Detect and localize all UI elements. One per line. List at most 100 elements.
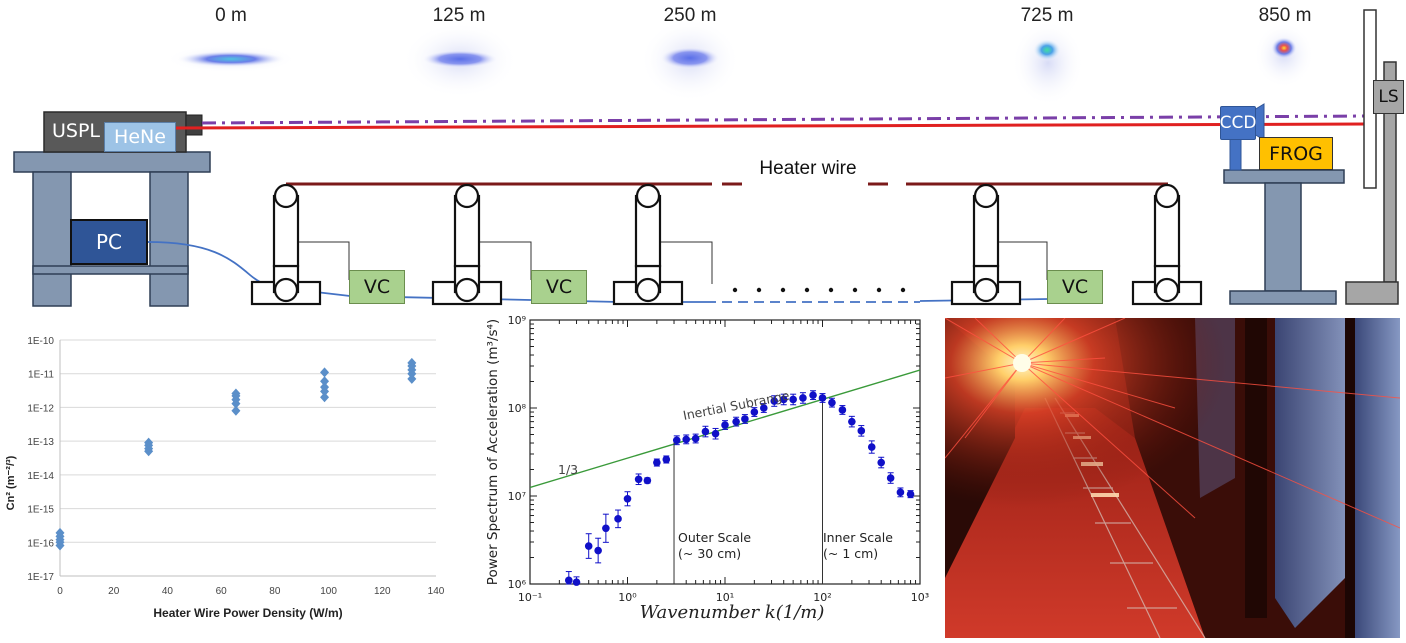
left-table-shelf: [32, 265, 189, 275]
right-table-leg: [1264, 182, 1302, 292]
tunnel-photo: [945, 318, 1400, 638]
hene-beam: [175, 122, 1367, 130]
vc-box-2: VC: [531, 270, 587, 304]
spectrum-data-point: [857, 427, 866, 435]
cn2-y-tick-label: 1E-11: [28, 370, 54, 381]
ccd-camera: CCD: [1220, 106, 1256, 140]
spectrum-data-point: [602, 524, 610, 533]
cn2-x-tick-label: 80: [269, 586, 281, 597]
lead-wire-2: [468, 241, 532, 280]
spectrum-x-tick-label: 10¹: [716, 591, 734, 604]
spectrum-y-tick-label: 10⁸: [508, 402, 527, 415]
spectrum-data-point: [759, 404, 768, 412]
spectrum-data-point: [789, 395, 797, 404]
support-post-3: [612, 183, 684, 306]
spectrum-annotation-outer: Outer Scale: [678, 530, 751, 545]
cn2-y-tick-label: 1E-13: [27, 437, 54, 448]
pc-box: PC: [70, 219, 148, 265]
cn2-y-tick-label: 1E-15: [27, 505, 54, 516]
spectrum-data-point: [886, 474, 895, 482]
cn2-y-tick-label: 1E-16: [27, 538, 54, 549]
lead-wire-1: [286, 241, 350, 280]
spectrum-data-point: [741, 415, 749, 423]
cn2-data-point: [231, 405, 241, 416]
cn2-data-point: [231, 388, 241, 399]
cn2-y-tick-label: 1E-14: [27, 471, 54, 482]
right-table-top: [1223, 169, 1345, 184]
tunnel-photo-svg: [945, 318, 1400, 638]
cn2-x-tick-label: 140: [428, 586, 445, 597]
left-table-top: [13, 151, 211, 173]
uspl-label: USPL: [51, 120, 100, 142]
distance-label-125: 125 m: [432, 5, 486, 26]
experiment-diagram: 0 m 125 m 250 m 725 m 850 m: [0, 0, 1406, 310]
spectrum-data-point: [672, 436, 681, 445]
lead-wire-3: [648, 241, 713, 284]
spectrum-data-point: [594, 546, 602, 555]
spectrum-data-point: [799, 394, 807, 402]
hene-laser: HeNe: [104, 122, 176, 152]
ls-base: [1345, 281, 1399, 305]
cn2-data-point: [320, 367, 330, 378]
ccd-post: [1229, 134, 1242, 171]
spectrum-y-axis-label: Power Spectrum of Acceleration (m³/s⁴): [485, 319, 501, 585]
vc-box-3: VC: [1047, 270, 1103, 304]
lead-wire-4: [986, 241, 1048, 280]
spectrum-data-point: [572, 578, 581, 586]
spectrum-data-point: [770, 397, 779, 405]
left-table-leg-left: [32, 171, 72, 307]
spectrum-annotation-inner-value: (~ 1 cm): [823, 546, 878, 561]
beam-profile-250m: [660, 47, 720, 69]
cn2-y-axis-label: Cn² (m⁻²/³): [5, 455, 17, 510]
spectrum-data-point: [653, 458, 661, 467]
support-post-2: [431, 183, 503, 306]
support-post-5: [1131, 183, 1203, 306]
spectrum-data-point: [818, 394, 827, 402]
spectrum-x-tick-label: 10⁻¹: [518, 591, 542, 604]
beam-profile-850m: [1271, 37, 1297, 59]
spectrum-data-point: [682, 435, 691, 444]
cn2-x-tick-label: 60: [216, 586, 228, 597]
spectrum-data-point: [662, 455, 671, 464]
spectrum-data-point: [867, 443, 876, 451]
cn2-data-point: [407, 357, 417, 368]
spectrum-data-point: [848, 417, 856, 426]
cn2-x-tick-label: 0: [57, 586, 63, 597]
spectrum-data-point: [584, 542, 593, 550]
spectrum-x-axis-label: Wavenumber k(1/m): [640, 602, 825, 623]
cn2-x-tick-label: 40: [162, 586, 174, 597]
frog-box: FROG: [1259, 137, 1333, 170]
spectrum-data-point: [732, 417, 740, 426]
beam-profile-725m: [1033, 39, 1061, 61]
laser-rays: [945, 318, 1400, 529]
cn2-x-tick-label: 120: [374, 586, 391, 597]
spectrum-annotation-slope: 1/3: [558, 462, 578, 477]
uspl-aperture: [185, 114, 203, 136]
spectrum-data-point: [721, 421, 729, 429]
spectrum-data-point: [838, 406, 847, 414]
spectrum-data-point: [711, 429, 720, 438]
cn2-x-tick-label: 20: [108, 586, 120, 597]
ls-box: LS: [1373, 80, 1404, 114]
spectrum-x-tick-label: 10⁰: [618, 591, 637, 604]
spectrum-x-tick-label: 10³: [911, 591, 929, 604]
cn2-data-point: [144, 437, 154, 448]
spectrum-data-point: [643, 476, 652, 485]
spectrum-data-point: [809, 391, 817, 399]
spectrum-data-point: [877, 458, 886, 467]
ellipsis-dots: [732, 287, 906, 293]
beam-profile-125m: [422, 50, 498, 68]
laser-source-glow: [1013, 354, 1031, 372]
support-post-4: [950, 183, 1022, 306]
cn2-chart: 1E-17 1E-16 1E-15 1E-14 1E-13 1E-12 1E-11 1E-10…: [0, 318, 470, 638]
heater-wire-label: Heater wire: [759, 158, 857, 179]
left-table-leg-right: [149, 171, 189, 307]
spectrum-data-point: [828, 398, 836, 407]
beam-profile-725m-halo: [1012, 20, 1084, 106]
cn2-data-point: [55, 527, 65, 538]
cn2-y-tick-label: 1E-10: [27, 336, 54, 347]
cn2-y-tick-label: 1E-17: [27, 572, 54, 583]
cn2-y-tick-label: 1E-12: [27, 403, 54, 414]
cn2-data-point: [407, 373, 417, 384]
